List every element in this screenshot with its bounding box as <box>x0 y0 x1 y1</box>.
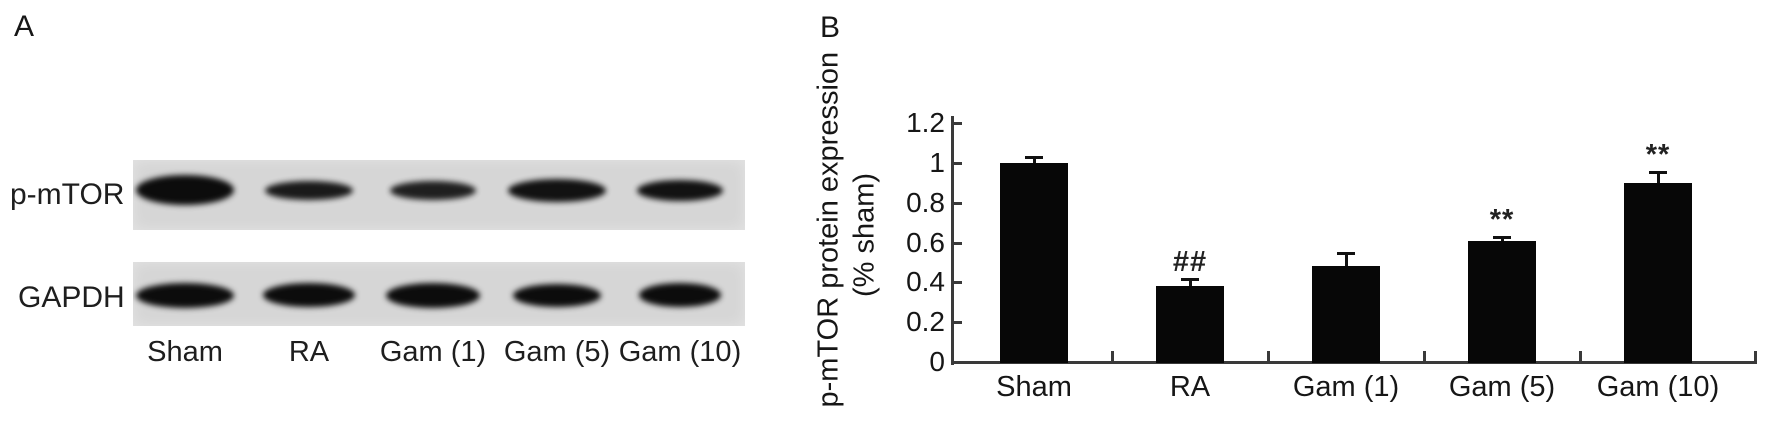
y-axis-tick <box>954 281 962 285</box>
error-bar-cap-gam-1 <box>1337 251 1355 255</box>
y-tick-label: 1 <box>929 147 945 178</box>
x-axis-tick <box>1754 351 1757 361</box>
significance-annotation-ra: ## <box>1172 246 1208 279</box>
blot-band-gapdh-ra <box>263 283 355 307</box>
y-axis-tick <box>954 122 962 126</box>
error-bar-stem-sham <box>1033 157 1036 163</box>
y-tick-label: 0 <box>929 346 945 377</box>
y-axis-tick <box>954 241 962 245</box>
x-axis-tick <box>1423 351 1426 361</box>
x-axis-tick <box>1267 351 1270 361</box>
blot-band-p-mtor-gam-10 <box>637 179 723 201</box>
significance-annotation-gam-10: ** <box>1645 138 1671 171</box>
protein-label-p-mtor: p-mTOR <box>10 178 125 211</box>
blot-band-gapdh-gam-10 <box>639 283 721 307</box>
y-tick-label: 1.2 <box>906 107 945 139</box>
y-axis-tick <box>954 201 962 205</box>
y-axis-tick <box>954 162 962 165</box>
x-category-label-sham: Sham <box>996 371 1072 403</box>
y-tick-label: 0.2 <box>906 306 945 338</box>
x-category-label-gam-5: Gam (5) <box>1448 371 1556 403</box>
bar-ra <box>1156 286 1224 363</box>
bar-gam-1 <box>1312 266 1380 363</box>
y-axis-tick <box>954 321 962 325</box>
significance-annotation-gam-5: ** <box>1489 203 1515 236</box>
error-bar-cap-sham <box>1025 156 1043 160</box>
error-bar-stem-ra <box>1189 279 1192 287</box>
x-axis-tick <box>1111 351 1114 361</box>
panel-b-bar-chart: B <box>660 0 1769 435</box>
y-axis-tick <box>954 361 962 364</box>
blot-band-gapdh-gam-1 <box>386 282 480 308</box>
x-category-label-ra: RA <box>1169 371 1211 403</box>
bar-sham <box>1000 163 1068 363</box>
panel-a-label: A <box>14 10 35 43</box>
y-tick-label: 0.8 <box>906 186 945 218</box>
lane-label-sham: Sham <box>147 336 223 368</box>
error-bar-cap-gam-5 <box>1493 235 1511 239</box>
panel-b-label: B <box>820 11 841 44</box>
bar-gam-5 <box>1468 240 1536 363</box>
error-bar-stem-gam-10 <box>1657 171 1660 183</box>
y-tick-label: 0.6 <box>906 226 945 258</box>
x-axis-tick <box>1579 351 1582 361</box>
blot-band-gapdh-gam-5 <box>513 283 601 307</box>
blot-strip-gapdh <box>133 262 745 326</box>
blot-band-p-mtor-ra <box>265 180 353 200</box>
error-bar-stem-gam-1 <box>1345 252 1348 267</box>
error-bar-cap-ra <box>1181 278 1199 282</box>
bar-gam-10 <box>1624 182 1692 363</box>
x-category-label-gam-1: Gam (1) <box>1292 371 1400 403</box>
lane-label-gam-10: Gam (10) <box>618 336 742 368</box>
y-tick-label: 0.4 <box>906 266 945 298</box>
blot-strip-p-mtor <box>133 160 745 230</box>
blot-band-p-mtor-gam-5 <box>508 178 606 202</box>
blot-band-p-mtor-gam-1 <box>390 180 476 200</box>
error-bar-cap-gam-10 <box>1649 170 1667 174</box>
blot-band-p-mtor-sham <box>136 175 234 205</box>
lane-label-gam-1: Gam (1) <box>379 336 487 368</box>
y-axis-line <box>951 116 954 365</box>
protein-label-gapdh: GAPDH <box>18 281 125 314</box>
lane-label-gam-5: Gam (5) <box>503 336 611 368</box>
x-category-label-gam-10: Gam (10) <box>1596 371 1720 403</box>
panel-a-western-blot: A p-mTOR GAPDH Sham RA Gam (1) Gam (5) Gam (… <box>0 0 800 435</box>
lane-label-ra: RA <box>288 336 330 368</box>
blot-band-gapdh-sham <box>136 282 234 308</box>
